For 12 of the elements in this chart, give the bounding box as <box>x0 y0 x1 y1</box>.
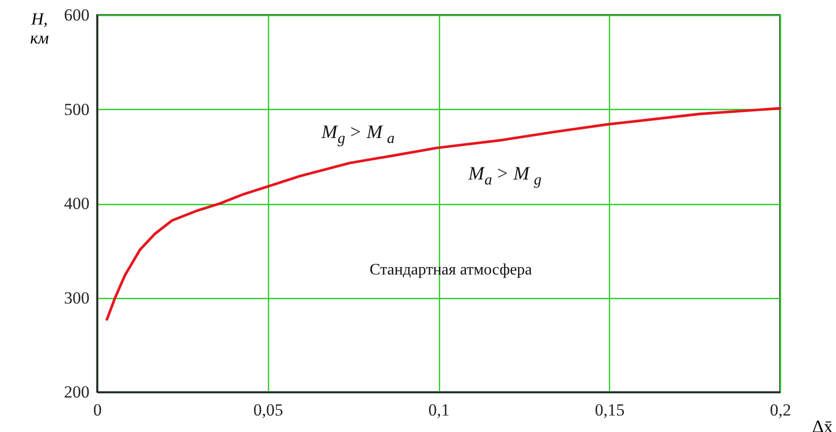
y-tick-label: 500 <box>64 100 90 119</box>
x-tick-label: 0,05 <box>253 400 284 420</box>
y-tick-label: 400 <box>64 194 90 213</box>
x-tick-label: 0,2 <box>770 400 792 420</box>
x-tick-label: 0,15 <box>594 400 625 420</box>
x-tick-label: 0 <box>93 400 102 420</box>
y-axis-title: H, км <box>30 10 50 48</box>
x-tick-label: 0,1 <box>428 400 450 420</box>
y-tick-label: 600 <box>64 6 90 24</box>
y-tick-label: 200 <box>64 382 90 402</box>
line-series <box>106 107 782 321</box>
y-tick-label: 300 <box>64 288 90 308</box>
